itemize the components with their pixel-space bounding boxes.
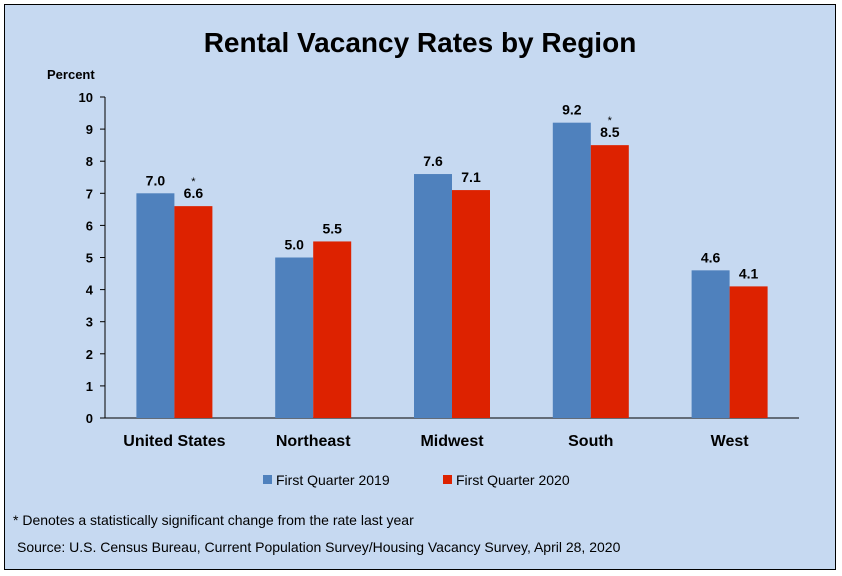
data-label: 6.6 bbox=[184, 185, 204, 201]
y-tick-label: 2 bbox=[86, 347, 93, 362]
y-axis-label: Percent bbox=[47, 67, 95, 82]
bar-q1-2019 bbox=[414, 174, 452, 418]
data-label: 7.6 bbox=[423, 153, 443, 169]
bar-q1-2019 bbox=[691, 270, 730, 418]
data-label: 7.0 bbox=[146, 172, 166, 188]
bar-q1-2020 bbox=[174, 206, 213, 418]
legend-label: First Quarter 2020 bbox=[456, 472, 570, 488]
data-label: 5.5 bbox=[322, 220, 342, 236]
x-category-label: Northeast bbox=[276, 433, 351, 450]
data-label: 8.5 bbox=[600, 124, 620, 140]
significance-marker: * bbox=[191, 176, 196, 188]
bar-q1-2019 bbox=[136, 193, 175, 418]
data-label: 4.1 bbox=[739, 265, 759, 281]
x-category-label: South bbox=[568, 433, 613, 450]
y-tick-label: 3 bbox=[86, 315, 93, 330]
legend-swatch bbox=[263, 475, 272, 484]
data-label: 5.0 bbox=[284, 237, 304, 253]
y-tick-label: 7 bbox=[86, 186, 93, 201]
chart-title: Rental Vacancy Rates by Region bbox=[203, 27, 637, 58]
x-category-label: Midwest bbox=[420, 433, 484, 450]
x-category-label: United States bbox=[123, 433, 225, 450]
y-tick-label: 1 bbox=[86, 379, 93, 394]
y-tick-label: 9 bbox=[86, 122, 93, 137]
bar-q1-2020 bbox=[452, 190, 490, 418]
y-tick-label: 0 bbox=[86, 411, 93, 426]
chart-frame: Rental Vacancy Rates by Region Percent 0 1… bbox=[4, 4, 836, 570]
legend-label: First Quarter 2019 bbox=[276, 472, 390, 488]
y-tick-label: 8 bbox=[86, 154, 93, 169]
y-tick-label: 10 bbox=[79, 90, 93, 105]
source-note: Source: U.S. Census Bureau, Current Popu… bbox=[17, 539, 621, 555]
bar-q1-2020 bbox=[729, 286, 768, 418]
data-label: 4.6 bbox=[701, 249, 721, 265]
bar-q1-2020 bbox=[313, 241, 352, 418]
footnote: * Denotes a statistically significant ch… bbox=[13, 512, 414, 528]
y-tick-label: 4 bbox=[86, 283, 94, 298]
bar-q1-2019 bbox=[552, 122, 591, 419]
bar-q1-2020 bbox=[590, 145, 629, 418]
x-category-label: West bbox=[711, 433, 750, 450]
legend-swatch bbox=[443, 475, 452, 484]
bar-q1-2019 bbox=[275, 257, 314, 418]
y-tick-label: 6 bbox=[86, 218, 93, 233]
data-label: 7.1 bbox=[461, 169, 481, 185]
data-label: 9.2 bbox=[562, 102, 582, 118]
significance-marker: * bbox=[608, 115, 613, 127]
y-tick-label: 5 bbox=[86, 251, 93, 266]
